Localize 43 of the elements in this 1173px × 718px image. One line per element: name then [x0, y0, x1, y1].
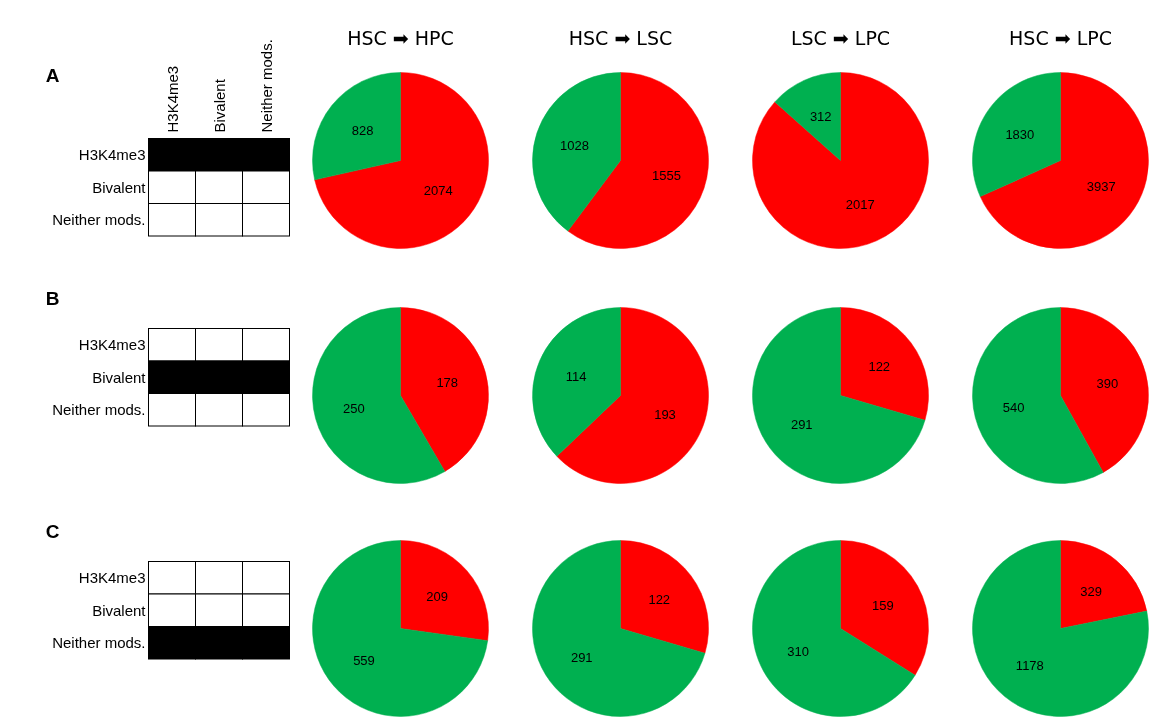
data-label: 3937	[1086, 179, 1116, 195]
category-label: Neither mods.	[52, 211, 146, 229]
data-label: 312	[809, 108, 832, 124]
category-label: Bivalent	[92, 601, 146, 619]
category-label: Neither mods.	[52, 401, 146, 419]
data-label: 122	[648, 591, 671, 607]
chart-title: HSC ➡ LSC	[568, 26, 673, 49]
data-label: 1830	[1005, 126, 1035, 142]
text: A	[45, 65, 60, 86]
data-label: 250	[342, 400, 365, 416]
category-label: H3K4me3	[78, 336, 146, 354]
chart-title: HSC ➡ LPC	[1009, 26, 1112, 49]
data-label: 559	[353, 652, 375, 668]
data-label: 291	[790, 417, 813, 433]
chart-title: HSC ➡ HPC	[347, 26, 454, 49]
data-label: 390	[1096, 375, 1119, 391]
data-label: 114	[565, 368, 587, 384]
data-label: 329	[1080, 583, 1103, 599]
data-label: 193	[654, 407, 676, 423]
data-label: 1028	[560, 137, 590, 153]
data-label: 291	[570, 650, 593, 666]
data-label: 1555	[651, 168, 681, 184]
category-label: Bivalent	[92, 178, 146, 196]
chart-title: LSC ➡ LPC	[790, 26, 891, 49]
data-label: 540	[1002, 400, 1025, 416]
data-label: 159	[872, 597, 894, 613]
text: C	[45, 521, 60, 542]
category-label: H3K4me3	[78, 569, 146, 587]
data-label: 828	[351, 122, 374, 138]
category-label: H3K4me3	[78, 146, 146, 164]
category-label: Neither mods.	[52, 634, 146, 652]
text: B	[45, 288, 60, 309]
category-label: Bivalent	[92, 368, 146, 386]
data-label: 209	[426, 589, 448, 605]
data-label: 310	[787, 644, 810, 660]
data-label: 178	[436, 375, 459, 391]
category-label: Bivalent	[210, 78, 228, 133]
data-label: 2074	[423, 183, 453, 199]
data-label: 122	[868, 358, 891, 374]
category-label: Neither mods.	[257, 39, 275, 133]
category-label: H3K4me3	[163, 65, 181, 133]
data-label: 1178	[1015, 658, 1044, 674]
data-label: 2017	[845, 197, 875, 213]
